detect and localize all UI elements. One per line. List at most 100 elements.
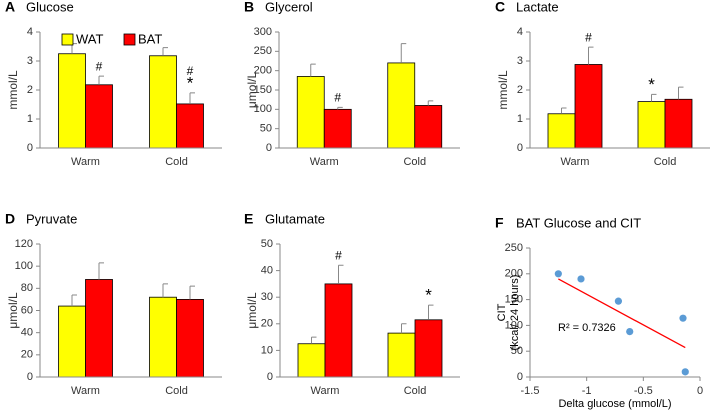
bar — [414, 319, 443, 378]
x-tick-label: Cold — [403, 156, 426, 168]
point — [681, 368, 689, 376]
error-bar — [401, 323, 407, 334]
bar — [664, 98, 693, 149]
bar — [85, 84, 113, 149]
y-tick-label: 100 — [254, 103, 272, 115]
y-tick-label: 1 — [517, 113, 523, 125]
y-tick-label: 50 — [511, 345, 523, 357]
significance-mark: # — [96, 59, 103, 73]
y-tick-label: 2 — [27, 84, 33, 96]
y-axis-label: (kcal/ 24 hours) — [509, 275, 521, 351]
y-tick-label: 200 — [254, 65, 272, 77]
bar — [323, 108, 352, 149]
error-bar — [428, 304, 434, 320]
bar — [296, 76, 325, 149]
y-tick-label: 4 — [27, 26, 33, 38]
y-tick-label: 0 — [27, 371, 33, 383]
y-tick-label: 0 — [267, 371, 273, 383]
bar — [414, 105, 443, 149]
y-tick-label: 30 — [261, 291, 273, 303]
bar — [574, 64, 603, 149]
y-tick-label: 120 — [15, 238, 33, 250]
y-tick-label: 300 — [254, 26, 272, 38]
error-bar — [651, 93, 657, 102]
error-bar — [588, 46, 594, 65]
error-bar — [678, 86, 684, 100]
significance-mark: # — [585, 30, 592, 44]
bar — [58, 305, 86, 378]
bar — [85, 279, 113, 378]
x-tick-label: Cold — [654, 156, 677, 168]
y-axis-label: mmol/L — [496, 70, 510, 110]
x-tick-label: -1 — [582, 385, 592, 397]
y-axis-label: μmol/L — [245, 292, 259, 329]
error-bar — [310, 63, 316, 77]
point — [614, 297, 623, 305]
point — [679, 314, 687, 322]
x-tick-label: Cold — [404, 385, 427, 397]
point — [554, 270, 562, 278]
point — [626, 327, 634, 336]
error-bar — [162, 283, 168, 298]
x-tick-label: -0.5 — [634, 385, 653, 397]
panel-title: Glutamate — [265, 211, 325, 226]
error-bar — [338, 264, 344, 284]
y-tick-label: 0 — [27, 142, 33, 154]
bar — [149, 296, 177, 378]
x-tick-label: Warm — [311, 385, 340, 397]
y-tick-label: 3 — [27, 55, 33, 67]
y-tick-label: 0 — [517, 142, 523, 154]
legend-label: BAT — [138, 31, 162, 46]
panel-letter: F — [495, 215, 504, 231]
y-axis-label: mmol/L — [6, 70, 20, 110]
bar — [176, 299, 204, 378]
x-tick-label: Warm — [71, 385, 100, 397]
error-bar — [400, 43, 407, 63]
bar — [149, 55, 177, 149]
panel-letter: A — [5, 0, 15, 15]
error-bar — [189, 285, 195, 300]
error-bar — [337, 106, 343, 110]
panel-title: Glucose — [26, 0, 74, 14]
error-bar — [561, 107, 567, 114]
x-tick-label: Cold — [165, 385, 188, 397]
x-tick-label: -1.5 — [521, 385, 540, 397]
panel-letter: D — [5, 211, 15, 227]
panel-title: Lactate — [516, 0, 559, 14]
y-tick-label: 20 — [261, 318, 273, 330]
y-axis-label: μmol/L — [245, 72, 259, 109]
x-tick-label: Warm — [71, 156, 100, 168]
point — [577, 275, 585, 283]
y-tick-label: 50 — [261, 238, 273, 250]
x-axis-label: Delta glucose (mmol/L) — [558, 398, 671, 410]
bar — [637, 101, 666, 149]
bar — [547, 113, 576, 149]
y-tick-label: 2 — [517, 84, 523, 96]
panel-letter: E — [244, 211, 253, 227]
y-tick-label: 0 — [266, 142, 272, 154]
bar — [297, 343, 326, 378]
x-tick-label: Warm — [310, 156, 339, 168]
y-tick-label: 250 — [254, 45, 272, 57]
y-axis-label: μmol/L — [6, 292, 20, 329]
error-bar — [98, 75, 104, 85]
bar — [387, 62, 416, 149]
error-bar — [162, 47, 168, 56]
bar — [324, 283, 353, 378]
bar — [176, 103, 204, 149]
significance-mark: * — [648, 75, 655, 94]
significance-mark: # — [187, 64, 194, 78]
y-axis-label: CIT — [496, 303, 508, 321]
y-tick-label: 20 — [21, 349, 33, 361]
y-tick-label: 100 — [505, 319, 523, 331]
bar — [387, 332, 416, 378]
error-bar — [427, 100, 434, 106]
y-tick-label: 50 — [260, 123, 272, 135]
y-tick-label: 60 — [21, 304, 33, 316]
panel-title: Glycerol — [265, 0, 313, 14]
panel-letter: C — [495, 0, 505, 15]
y-tick-label: 0 — [517, 371, 523, 383]
y-tick-label: 1 — [27, 113, 33, 125]
significance-mark: # — [335, 248, 342, 262]
